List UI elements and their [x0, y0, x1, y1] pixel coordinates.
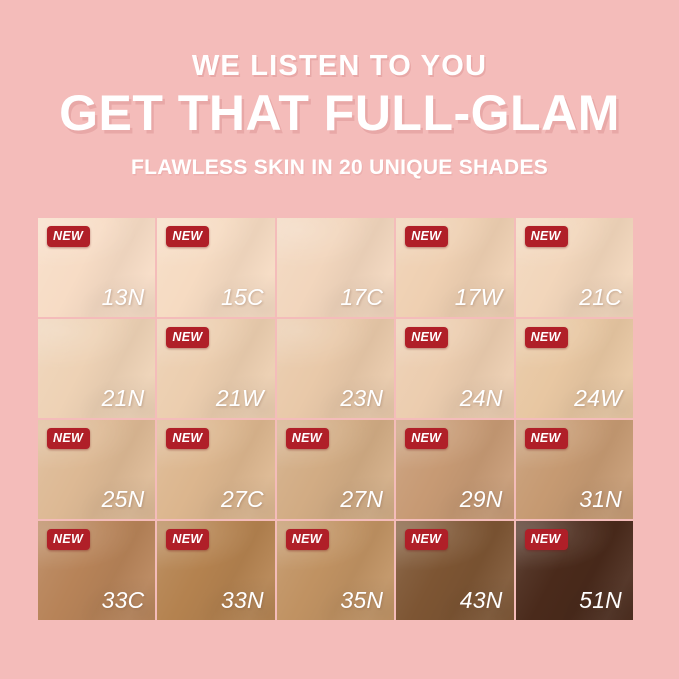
shade-code-label: 27C	[221, 486, 264, 512]
new-badge: NEW	[166, 529, 210, 550]
shade-code-label: 31N	[579, 486, 622, 512]
shade-swatch[interactable]: NEW 24W	[515, 319, 633, 418]
shade-swatch[interactable]: NEW 13N	[38, 218, 156, 317]
shade-code-label: 17W	[454, 284, 503, 310]
shade-code-label: 29N	[459, 486, 503, 512]
page-title: GET THAT FULL-GLAM	[59, 85, 620, 141]
new-badge: NEW	[524, 428, 568, 449]
shade-swatch[interactable]: NEW 33C	[38, 521, 156, 620]
shade-swatch[interactable]: NEW 27C	[157, 420, 275, 519]
shade-code-label: 25N	[101, 486, 145, 512]
shade-code-label: 15C	[221, 284, 264, 310]
new-badge: NEW	[405, 226, 449, 247]
shade-code-label: 21C	[579, 284, 622, 310]
shade-swatch[interactable]: NEW 29N	[396, 420, 514, 519]
new-badge: NEW	[405, 529, 449, 550]
shade-swatch-grid: NEW 13N NEW 15C 17C NEW 17W NEW 21C 21N NEW 21W 23N N…	[38, 218, 633, 620]
shade-code-label: 24N	[459, 385, 503, 411]
new-badge: NEW	[524, 226, 568, 247]
new-badge: NEW	[285, 428, 329, 449]
new-badge: NEW	[524, 529, 568, 550]
shade-code-label: 27N	[340, 486, 384, 512]
new-badge: NEW	[47, 428, 91, 449]
shade-code-label: 43N	[459, 587, 503, 613]
subheadline-text: FLAWLESS SKIN IN 20 UNIQUE SHADES	[130, 156, 549, 179]
new-badge: NEW	[405, 327, 449, 348]
shade-swatch[interactable]: NEW 15C	[157, 218, 275, 317]
shade-swatch[interactable]: NEW 31N	[515, 420, 633, 519]
eyebrow-text: WE LISTEN TO YOU	[191, 50, 488, 82]
shade-swatch[interactable]: NEW 24N	[396, 319, 514, 418]
shade-swatch[interactable]: NEW 43N	[396, 521, 514, 620]
shade-swatch[interactable]: 21N	[38, 319, 156, 418]
shade-code-label: 21N	[101, 385, 145, 411]
shade-code-label: 51N	[579, 587, 622, 613]
new-badge: NEW	[166, 327, 210, 348]
shade-code-label: 33N	[221, 587, 264, 613]
new-badge: NEW	[47, 529, 91, 550]
new-badge: NEW	[47, 226, 91, 247]
shade-code-label: 13N	[101, 284, 145, 310]
shade-swatch[interactable]: NEW 21W	[157, 319, 275, 418]
shade-swatch[interactable]: NEW 51N	[515, 521, 633, 620]
shade-code-label: 23N	[340, 385, 384, 411]
shade-swatch[interactable]: 23N	[276, 319, 395, 418]
shade-code-label: 24W	[574, 385, 622, 411]
shade-swatch[interactable]: NEW 35N	[276, 521, 395, 620]
shade-code-label: 35N	[340, 587, 384, 613]
new-badge: NEW	[524, 327, 568, 348]
shade-swatch[interactable]: NEW 27N	[276, 420, 395, 519]
promo-header: WE LISTEN TO YOU GET THAT FULL-GLAM FLAW…	[0, 0, 679, 200]
new-badge: NEW	[166, 428, 210, 449]
new-badge: NEW	[405, 428, 449, 449]
shade-swatch[interactable]: NEW 33N	[157, 521, 275, 620]
shade-swatch[interactable]: NEW 21C	[515, 218, 633, 317]
shade-code-label: 33C	[101, 587, 145, 613]
shade-code-label: 21W	[215, 385, 264, 411]
new-badge: NEW	[166, 226, 210, 247]
shade-code-label: 17C	[340, 284, 384, 310]
shade-swatch[interactable]: NEW 25N	[38, 420, 156, 519]
new-badge: NEW	[285, 529, 329, 550]
shade-swatch[interactable]: NEW 17W	[396, 218, 514, 317]
shade-swatch[interactable]: 17C	[276, 218, 395, 317]
